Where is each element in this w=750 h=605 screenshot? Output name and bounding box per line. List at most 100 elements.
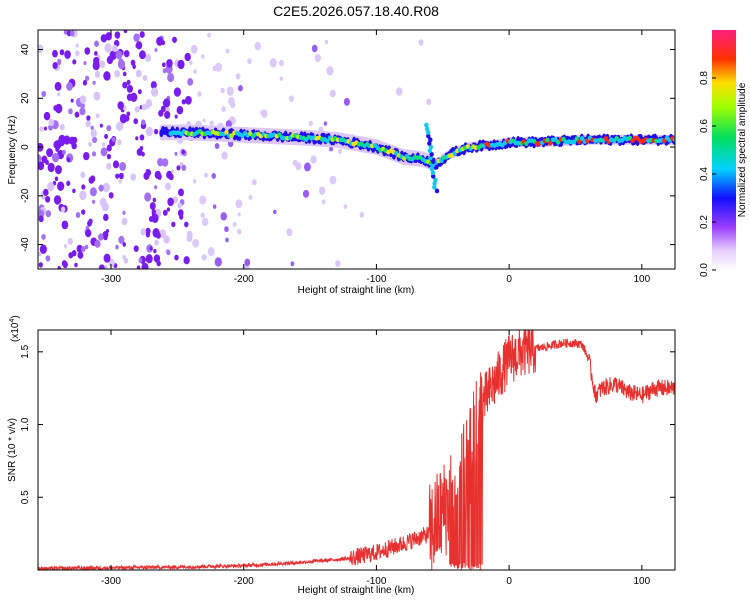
spectrogram-noise-dot [122,81,128,89]
spectrogram-noise-dot [154,185,158,190]
spectrogram-noise-dot [136,265,141,269]
spectrogram-noise-dot [79,190,87,201]
spectrogram-noise-dot [95,113,100,119]
spectrogram-noise-dot [133,33,140,42]
spectrogram-noise-dot [116,121,124,132]
spectrogram-x-ticks: -300 -200 -100 0 100 [101,30,651,285]
spectrogram-noise-dot [62,261,68,269]
spectrogram-noise-dot [52,62,58,69]
snr-y-label: SNR (10 * v/v) [7,418,18,482]
spectrogram-noise-dot [106,153,112,160]
spectrogram-noise-dot [310,155,317,164]
spectrogram-ridge [159,122,675,194]
spectrogram-noise-dot [41,234,46,240]
spectrogram-noise-dot [318,186,326,195]
spectrogram-noise-dot [207,32,211,38]
spectrogram-noise-dot [254,42,262,51]
spectrogram-noise-dot [286,228,293,237]
spectrogram-noise-dot [72,59,77,65]
spectrogram-noise-dot [211,173,216,179]
spectrogram-noise-dot [80,171,86,179]
colorbar-label: Normalized spectral amplitude [737,82,748,217]
spectrogram-noise-dot [114,31,121,39]
spectrogram-noise-dot [99,197,107,207]
spectrogram-noise-dot [187,78,194,86]
spectrogram-noise-dot [139,146,144,151]
ridge-branch [427,141,432,146]
spectrogram-noise-dot [141,151,145,157]
spectrogram-noise-dot [172,36,177,43]
spectrogram-noise-dot [225,237,229,243]
spectrogram-noise-dot [235,73,241,80]
spectrogram-noise-dot [99,60,106,68]
spectrogram-noise-dot [201,253,207,261]
spectrogram-noise-dot [192,238,199,248]
spectrogram-noise-dot [81,209,86,215]
spectrogram-noise-dot [76,244,83,253]
spectrogram-noise-dot [209,120,214,126]
spectrogram-noise-dot [179,214,184,220]
snr-y-tick-label: 1.0 [20,417,31,431]
spectrogram-noise-dot [54,165,62,175]
spectrogram-noise-dot [139,31,145,38]
spectrogram-noise-dot [38,262,43,268]
spectrogram-noise [38,30,432,269]
spectrogram-noise-dot [126,93,133,101]
spectrogram-noise-dot [225,48,230,54]
spectrogram-noise-dot [38,161,45,171]
spectrogram-noise-dot [118,172,124,180]
ridge-peak [579,136,585,141]
spectrogram-noise-dot [88,141,93,147]
spectrogram-noise-dot [153,254,161,263]
spectrogram-noise-dot [140,228,147,236]
spectrogram-noise-dot [106,144,112,152]
spectrogram-noise-dot [138,257,143,263]
spectrogram-noise-dot [141,103,147,111]
spectrogram-noise-dot [158,109,164,117]
spectrogram-noise-dot [184,52,191,62]
spectrogram-noise-dot [41,90,47,98]
spectrogram-noise-dot [161,158,169,167]
spectrogram-noise-dot [145,254,153,264]
spectrogram-noise-dot [167,197,174,207]
spectrogram-noise-dot [162,209,168,216]
ridge-peak [577,139,582,144]
spectrogram-noise-dot [290,261,295,267]
spectrogram-noise-dot [45,195,51,203]
spectrogram-noise-dot [70,98,74,103]
ridge-branch [432,184,437,190]
spectrogram-y-label: Frequency (Hz) [7,116,18,185]
spectrogram-noise-dot [85,228,92,238]
snr-x-tick-label: -300 [101,576,121,587]
spectrogram-noise-dot [237,228,242,235]
ridge-branch [424,126,430,132]
spectrogram-noise-dot [130,173,137,181]
colorbar-tick-label: 0.6 [699,119,710,133]
spectrogram-noise-dot [115,173,120,179]
spectrogram-noise-dot [145,126,154,137]
spectrogram-noise-dot [112,44,118,53]
spectrogram-noise-dot [184,221,189,228]
spectrogram-noise-dot [232,221,237,227]
spectrogram-noise-dot [167,72,175,83]
spectrogram-noise-dot [224,226,229,233]
spectrogram-noise-dot [84,244,89,250]
spectrogram-noise-dot [100,147,108,157]
spectrogram-noise-dot [85,120,91,128]
spectrogram-noise-dot [273,209,277,215]
spectrogram-noise-dot [75,50,80,57]
spectrogram-noise-dot [133,118,139,125]
spectrogram-noise-dot [74,111,80,118]
spectrogram-noise-dot [303,162,311,172]
spectrogram-noise-dot [168,173,174,181]
spectrogram-noise-dot [338,148,343,154]
spectrogram-noise-dot [90,129,97,138]
spectrogram-noise-dot [118,235,125,244]
spectrogram-noise-dot [115,244,119,250]
snr-x-label: Height of straight line (km) [298,585,415,596]
snr-background [38,330,675,570]
spectrogram-noise-dot [105,32,112,41]
spectrogram-noise-dot [251,179,257,186]
spectrogram-noise-dot [279,76,283,81]
spectrogram-noise-dot [117,59,126,70]
